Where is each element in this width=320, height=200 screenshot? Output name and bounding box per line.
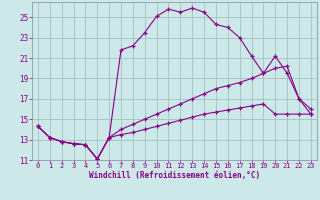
X-axis label: Windchill (Refroidissement éolien,°C): Windchill (Refroidissement éolien,°C) (89, 171, 260, 180)
